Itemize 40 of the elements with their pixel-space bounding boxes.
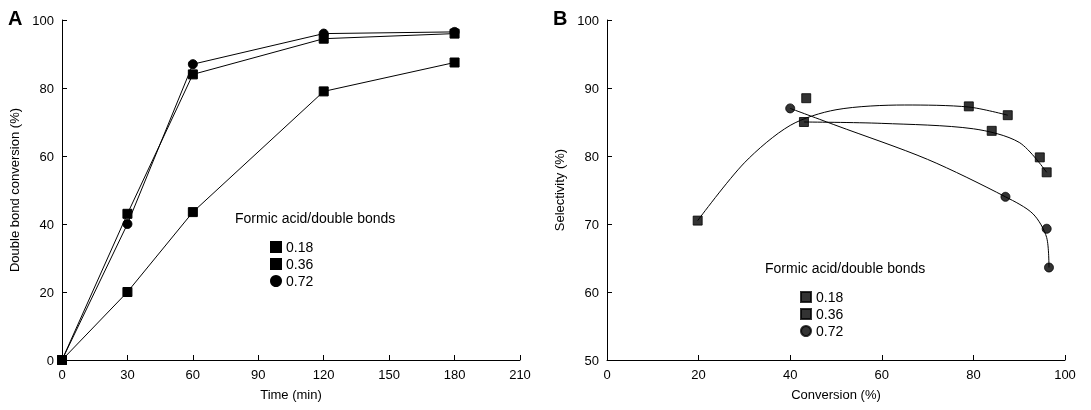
- x-tick-label: 20: [691, 367, 706, 382]
- legend-label: 0.72: [286, 273, 314, 289]
- x-tick-label: 90: [251, 367, 266, 382]
- y-tick-label: 0: [46, 352, 54, 368]
- x-axis-title: Time (min): [260, 387, 322, 402]
- x-tick-label: 150: [378, 367, 400, 382]
- y-tick-label: 70: [584, 216, 599, 232]
- x-tick-label: 180: [443, 367, 466, 382]
- x-tick-label: 80: [966, 367, 981, 382]
- y-tick-label: 100: [32, 12, 54, 28]
- x-tick-label: 120: [312, 367, 335, 382]
- y-tick-label: 60: [584, 284, 599, 300]
- x-tick-label: 0: [603, 367, 611, 382]
- x-tick-label: 60: [185, 367, 201, 382]
- x-tick-label: 100: [1054, 367, 1076, 382]
- x-tick-label: 60: [874, 367, 890, 382]
- legend-label: 0.72: [816, 323, 844, 339]
- legend-label: 0.36: [286, 256, 314, 272]
- legend-label: 0.36: [816, 306, 844, 322]
- legend-label: 0.18: [816, 289, 844, 305]
- y-tick-label: 90: [584, 80, 599, 96]
- chart-title: B: [553, 7, 568, 29]
- x-axis-title: Conversion (%): [791, 387, 881, 402]
- x-tick-label: 0: [58, 367, 66, 382]
- y-tick-label: 40: [39, 216, 54, 232]
- x-tick-label: 30: [120, 367, 135, 382]
- y-tick-label: 80: [39, 80, 54, 96]
- y-axis-title: Double bond conversion (%): [7, 107, 23, 273]
- y-axis-title: Selectivity (%): [552, 148, 568, 232]
- x-tick-label: 40: [782, 367, 798, 382]
- y-tick-label: 60: [39, 148, 54, 164]
- legend-title: Formic acid/double bonds: [235, 210, 396, 226]
- x-tick-label: 210: [509, 367, 531, 382]
- y-tick-label: 100: [577, 12, 599, 28]
- y-tick-label: 50: [584, 352, 599, 368]
- legend-label: 0.18: [286, 239, 314, 255]
- chart-title: A: [8, 7, 23, 29]
- y-tick-label: 80: [584, 148, 599, 164]
- y-tick-label: 20: [39, 284, 54, 300]
- legend-title: Formic acid/double bonds: [765, 260, 926, 276]
